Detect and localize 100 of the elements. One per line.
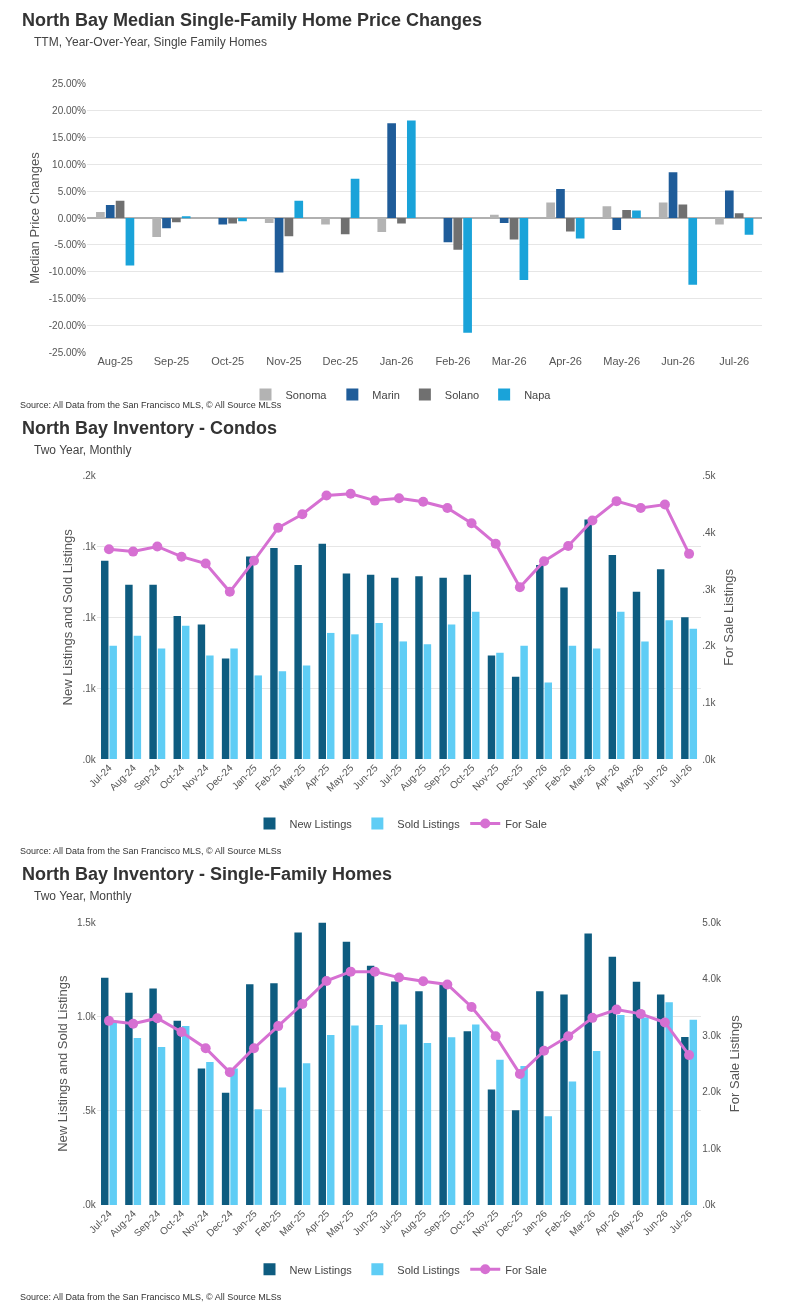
bar bbox=[592, 1051, 601, 1205]
bar bbox=[641, 641, 649, 760]
bar bbox=[520, 645, 528, 760]
bar bbox=[496, 1059, 504, 1205]
legend-label: New Listings bbox=[289, 1263, 353, 1276]
bar bbox=[592, 648, 601, 760]
point bbox=[128, 546, 139, 557]
bar bbox=[689, 1019, 698, 1205]
y-tick-label: 25.00% bbox=[52, 77, 87, 89]
chart-title: North Bay Inventory - Condos bbox=[22, 418, 278, 438]
bar bbox=[318, 543, 327, 760]
bar bbox=[206, 655, 214, 760]
y-tick-label: -5.00% bbox=[54, 239, 87, 251]
bar bbox=[278, 1087, 287, 1205]
bar bbox=[230, 1068, 238, 1205]
y-axis-title: New Listings and Sold Listings bbox=[60, 528, 76, 706]
point bbox=[297, 509, 308, 520]
y-tick-label: .1k bbox=[82, 540, 97, 552]
point bbox=[539, 1045, 550, 1056]
point bbox=[418, 496, 429, 507]
point bbox=[611, 496, 622, 507]
bar bbox=[423, 644, 432, 760]
y-tick-label: 10.00% bbox=[52, 158, 87, 170]
point bbox=[514, 582, 525, 593]
bar bbox=[617, 1014, 625, 1205]
y2-axis-title: For Sale Listings bbox=[726, 1014, 742, 1113]
bar bbox=[487, 1089, 496, 1205]
y-tick-label: 15.00% bbox=[52, 131, 87, 143]
point bbox=[539, 556, 550, 567]
bar bbox=[681, 1036, 689, 1205]
point bbox=[224, 586, 235, 597]
bar bbox=[453, 218, 463, 250]
bar bbox=[472, 611, 480, 760]
y-tick-label: .5k bbox=[82, 1105, 97, 1117]
bar bbox=[270, 983, 278, 1205]
bar bbox=[133, 1037, 142, 1205]
bar bbox=[463, 1031, 472, 1205]
legend-label: Sold Listings bbox=[397, 817, 461, 830]
bar bbox=[302, 665, 311, 760]
bar bbox=[230, 648, 238, 760]
bar bbox=[125, 992, 133, 1205]
bar bbox=[391, 981, 399, 1205]
bar bbox=[668, 172, 678, 219]
x-tick-label: Aug-25 bbox=[97, 354, 133, 367]
bar bbox=[173, 615, 181, 760]
bar bbox=[496, 652, 504, 760]
y2-tick-label: .2k bbox=[702, 640, 717, 652]
bar bbox=[565, 218, 575, 232]
point bbox=[418, 976, 429, 987]
y-tick-label: .0k bbox=[82, 1199, 97, 1211]
bar bbox=[173, 1020, 181, 1205]
point bbox=[224, 1067, 235, 1078]
bar bbox=[109, 1022, 117, 1205]
bar bbox=[157, 648, 166, 760]
x-tick-label: Jul-26 bbox=[719, 354, 750, 367]
legend-label: Sold Listings bbox=[397, 1263, 461, 1276]
bar bbox=[688, 218, 698, 285]
chart-title: North Bay Inventory - Single-Family Homes bbox=[22, 864, 393, 884]
y-tick-label: 5.00% bbox=[57, 185, 87, 197]
bar bbox=[197, 624, 206, 760]
point bbox=[587, 1012, 598, 1023]
bar bbox=[568, 645, 577, 760]
x-tick-label: Dec-25 bbox=[322, 354, 359, 367]
bar bbox=[622, 209, 631, 219]
point bbox=[369, 966, 380, 977]
bar bbox=[327, 632, 335, 760]
legend-label: Marin bbox=[372, 388, 400, 401]
bar bbox=[278, 671, 287, 760]
bar bbox=[375, 1025, 383, 1205]
point bbox=[152, 541, 163, 552]
bar bbox=[105, 205, 115, 219]
bar bbox=[294, 564, 302, 760]
y2-tick-label: 5.0k bbox=[702, 917, 723, 929]
x-tick-label: Sep-25 bbox=[153, 354, 190, 367]
bar bbox=[246, 556, 254, 760]
bar bbox=[182, 1026, 190, 1205]
y-tick-label: .2k bbox=[82, 470, 97, 482]
point bbox=[563, 1031, 574, 1042]
point bbox=[684, 548, 695, 559]
source-note: Source: All Data from the San Francisco MLS, © All Source MLSs bbox=[20, 1292, 282, 1302]
legend-label: For Sale bbox=[505, 817, 547, 830]
bar bbox=[544, 1116, 552, 1205]
bar bbox=[415, 991, 423, 1205]
point bbox=[321, 975, 332, 986]
y-axis-title: New Listings and Sold Listings bbox=[54, 975, 70, 1152]
bar bbox=[206, 1062, 214, 1205]
bar bbox=[472, 1024, 480, 1205]
bar bbox=[443, 218, 453, 243]
bar bbox=[399, 641, 407, 760]
point bbox=[200, 558, 211, 569]
bar bbox=[584, 933, 592, 1205]
bar bbox=[254, 1109, 262, 1205]
point bbox=[103, 544, 114, 555]
bar bbox=[681, 617, 689, 760]
y-tick-label: .1k bbox=[82, 682, 97, 694]
bar bbox=[568, 1081, 577, 1205]
bar bbox=[238, 218, 247, 222]
source-note: Source: All Data from the San Francisco MLS, © All Source MLSs bbox=[20, 846, 282, 856]
bar bbox=[463, 574, 472, 760]
point bbox=[273, 1021, 284, 1032]
